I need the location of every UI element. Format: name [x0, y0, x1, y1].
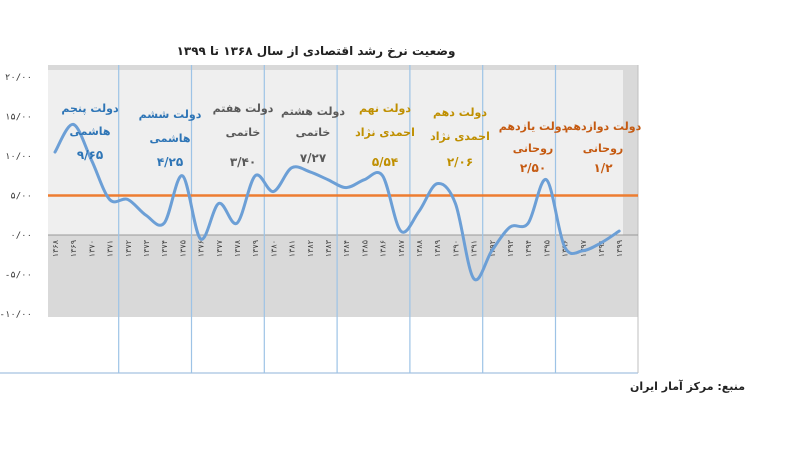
x-tick-label: ۱۳۷۰ — [87, 240, 96, 257]
x-tick-label: ۱۳۸۲ — [306, 240, 315, 257]
growth-series-line — [53, 122, 621, 282]
government-label-value: ۷/۲۷ — [300, 151, 327, 165]
government-label-value: ۱/۲ — [593, 161, 613, 175]
x-tick-label: ۱۳۸۰ — [269, 240, 278, 257]
x-tick-label: ۱۳۹۹ — [615, 240, 624, 257]
x-tick-label: ۱۳۸۷ — [397, 239, 406, 257]
government-label-name2: هاشمی — [149, 132, 190, 145]
x-tick-label: ۱۳۶۹ — [69, 240, 78, 257]
government-label-value: ۹/۶۵ — [77, 148, 103, 162]
x-tick-label: ۱۳۸۹ — [433, 240, 442, 257]
x-tick-label: ۱۳۷۲ — [124, 240, 133, 257]
x-tick-label: ۱۳۷۷ — [215, 239, 224, 257]
x-tick-label: ۱۳۷۹ — [251, 240, 260, 257]
government-label-name: دولت دوازدهم — [565, 120, 642, 133]
chart-source: منبع: مرکز آمار ایران — [630, 379, 745, 393]
x-tick-label: ۱۳۷۸ — [233, 239, 242, 257]
x-tick-label: ۱۳۹۱ — [470, 240, 479, 257]
x-tick-label: ۱۳۹۴ — [524, 240, 533, 257]
government-label-name2: روحانی — [583, 142, 624, 155]
x-tick-label: ۱۳۹۸ — [597, 239, 606, 257]
x-tick-label: ۱۳۷۶ — [197, 240, 206, 257]
x-tick-label: ۱۳۹۷ — [579, 239, 588, 257]
government-label-name2: احمدی نژاد — [355, 126, 415, 139]
government-label-name2: خاتمی — [296, 126, 331, 139]
x-tick-label: ۱۳۸۱ — [288, 240, 297, 257]
x-tick-label: ۱۳۹۵ — [542, 240, 551, 257]
x-tick-label: ۱۳۸۶ — [379, 240, 388, 257]
government-label-value: ۲/۰۶ — [447, 155, 473, 169]
x-tick-label: ۱۳۷۴ — [160, 240, 169, 257]
government-label-value: ۵/۵۴ — [372, 155, 398, 169]
plot-area — [48, 70, 623, 235]
government-label-name: دولت پنجم — [61, 102, 119, 115]
government-label-name: دولت ششم — [139, 108, 202, 121]
y-tick-label: ۱۵/۰۰ — [5, 113, 32, 123]
x-tick-label: ۱۳۷۳ — [142, 239, 151, 257]
government-label-name2: روحانی — [513, 142, 554, 155]
government-label-name: دولت دهم — [433, 106, 487, 119]
government-label-name2: خاتمی — [226, 126, 261, 139]
x-axis-ticks: ۱۳۶۸ ۱۳۶۹ ۱۳۷۰ ۱۳۷۱ ۱۳۷۲ ۱۳۷۳ ۱۳۷۴ ۱۳۷۵ ۱۳۷۶ ۱۳۷۷… — [51, 239, 624, 257]
chart-title: وضعیت نرخ رشد اقتصادی از سال ۱۳۶۸ تا ۱۳۹… — [177, 44, 456, 59]
government-label-value: ۳/۴۰ — [230, 155, 256, 169]
y-axis-ticks: -۱۰/۰۰ -۵/۰۰ ۰/۰۰ ۵/۰۰ ۱۰/۰۰ ۱۵/۰۰ ۲۰/۰۰ — [0, 73, 32, 320]
x-tick-label: ۱۳۷۱ — [106, 240, 115, 257]
x-tick-label: ۱۳۸۸ — [415, 239, 424, 257]
y-tick-label: -۵/۰۰ — [5, 271, 32, 281]
x-tick-label: ۱۳۷۵ — [178, 240, 187, 257]
government-label-name2: هاشمی — [69, 125, 110, 138]
y-tick-label: ۵/۰۰ — [10, 192, 32, 202]
government-label-name2: احمدی نژاد — [430, 130, 490, 143]
government-label-value: ۴/۲۵ — [157, 155, 183, 169]
y-tick-label: ۰/۰۰ — [10, 231, 32, 241]
government-labels: دولت پنجم هاشمی ۹/۶۵ دولت ششم هاشمی ۴/۲۵ دولت … — [61, 102, 641, 175]
x-tick-label: ۱۳۶۸ — [51, 239, 60, 257]
y-tick-label: ۱۰/۰۰ — [5, 152, 32, 162]
x-tick-label: ۱۳۹۰ — [451, 240, 460, 257]
x-tick-label: ۱۳۹۳ — [506, 239, 515, 257]
y-tick-label: -۱۰/۰۰ — [0, 310, 32, 320]
government-label-name: دولت یازدهم — [499, 120, 568, 133]
x-tick-label: ۱۳۸۵ — [360, 240, 369, 257]
government-label-name: دولت هشتم — [281, 105, 345, 118]
y-tick-label: ۲۰/۰۰ — [5, 73, 32, 83]
government-dividers — [118, 65, 557, 373]
government-label-name: دولت هفتم — [213, 102, 274, 115]
x-tick-label: ۱۳۸۴ — [342, 240, 351, 257]
government-label-name: دولت نهم — [359, 102, 411, 115]
x-tick-label: ۱۳۸۳ — [324, 239, 333, 257]
government-label-value: ۲/۵۰ — [520, 161, 546, 175]
